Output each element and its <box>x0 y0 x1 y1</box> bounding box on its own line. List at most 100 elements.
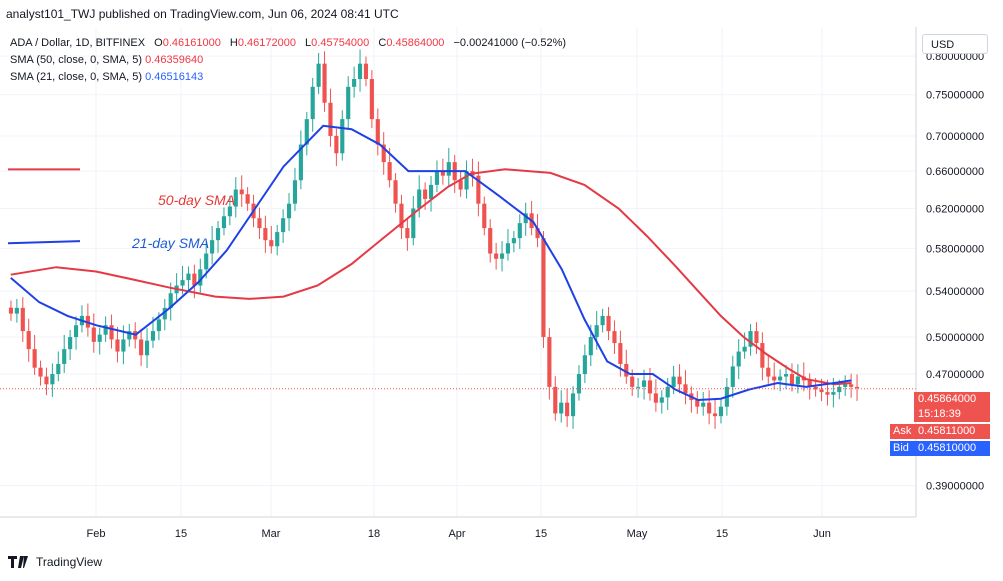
candle-body <box>772 376 777 381</box>
candle-body <box>582 355 587 375</box>
candle-body <box>789 374 795 385</box>
candle-body <box>156 319 161 332</box>
sma21-line <box>10 124 852 402</box>
candle-body <box>594 325 599 338</box>
candle-body <box>346 86 351 120</box>
brand-name: TradingView <box>36 555 103 569</box>
candle-body <box>505 243 511 254</box>
currency-selector[interactable]: USD <box>922 34 988 54</box>
candle-body <box>369 79 374 120</box>
open-value: 0.46161000 <box>162 37 221 49</box>
candle-body <box>849 384 854 387</box>
price-axis: 0.80000000 0.75000000 0.70000000 0.66000000… <box>915 27 984 517</box>
candle-body <box>565 402 570 417</box>
publish-line: analyst101_TWJ published on TradingView.… <box>6 7 399 21</box>
candle-body <box>275 232 280 247</box>
candle-body <box>38 367 43 377</box>
candle-body <box>588 337 593 356</box>
candle-body <box>204 253 209 270</box>
ohlc-low: L0.45754000 <box>305 37 370 49</box>
candle-body <box>20 307 25 332</box>
countdown-value: 15:18:39 <box>918 408 961 420</box>
ohlc-change: −0.00241000 (−0.52%) <box>453 37 567 49</box>
time-tick-label: 15 <box>175 528 187 540</box>
candle-body <box>381 144 386 163</box>
sma50-annotation: 50-day SMA <box>158 192 236 208</box>
candle-body <box>340 119 345 154</box>
candle-body <box>712 413 718 417</box>
candle-body <box>434 171 440 185</box>
candle-body <box>618 343 623 364</box>
sma21-stub <box>7 240 81 245</box>
candle-body <box>606 315 611 332</box>
time-tick-label: 18 <box>368 528 380 540</box>
ask-price-tag: 0.45811000 <box>914 424 990 439</box>
price-tick-label: 0.70000000 <box>926 131 984 143</box>
candle-body <box>624 363 629 377</box>
candle-body <box>210 240 215 254</box>
candle-body <box>239 189 244 195</box>
candle-body <box>186 273 191 281</box>
candle-body <box>263 228 268 241</box>
price-tick-label: 0.39000000 <box>926 481 984 493</box>
candle-body <box>446 162 451 176</box>
candle-body <box>742 346 747 352</box>
candle-body <box>68 337 73 350</box>
candle-body <box>730 366 735 387</box>
candle-body <box>754 331 759 344</box>
price-tick-label: 0.50000000 <box>926 332 984 344</box>
candles-group <box>8 49 860 429</box>
candle-body <box>854 386 860 389</box>
candle-body <box>718 406 724 417</box>
candle-body <box>736 351 741 367</box>
time-tick-label: Jun <box>813 528 831 540</box>
candle-body <box>322 63 327 103</box>
candle-body <box>150 331 156 341</box>
candle-body <box>553 386 558 414</box>
candle-body <box>328 102 333 136</box>
candle-body <box>541 238 546 338</box>
candle-body <box>458 180 463 190</box>
legend-sma50-row: SMA (50, close, 0, SMA, 5) 0.46359640 <box>10 52 566 69</box>
legend: ADA / Dollar, 1D, BITFINEX O0.46161000 H… <box>10 35 566 86</box>
sma50-line <box>10 168 852 386</box>
candle-body <box>62 349 67 364</box>
candle-body <box>56 363 61 375</box>
candle-body <box>612 331 617 344</box>
candle-body <box>570 393 576 417</box>
candle-body <box>281 218 286 233</box>
candle-body <box>641 380 647 387</box>
price-chart[interactable]: 0.80000000 0.75000000 0.70000000 0.66000000… <box>0 27 1003 547</box>
candle-body <box>352 79 357 87</box>
candle-body <box>103 325 108 335</box>
price-tick-label: 0.62000000 <box>926 203 984 215</box>
candle-body <box>813 386 818 390</box>
ohlc-open: O0.46161000 <box>154 37 221 49</box>
bid-price-tag: 0.45810000 <box>914 441 990 456</box>
candle-body <box>304 119 309 145</box>
candle-body <box>139 339 144 356</box>
candle-body <box>499 253 505 259</box>
time-tick-label: May <box>627 528 648 540</box>
candle-body <box>695 400 700 407</box>
candle-body <box>707 402 712 414</box>
grid-lines <box>0 27 916 517</box>
candle-body <box>73 325 79 338</box>
candle-body <box>511 238 516 244</box>
price-tick-label: 0.80000000 <box>926 51 984 63</box>
candle-body <box>233 189 238 207</box>
price-tick-label: 0.75000000 <box>926 90 984 102</box>
last-price-tag: 0.45864000 15:18:39 <box>914 392 990 422</box>
time-tick-label: 15 <box>716 528 728 540</box>
candle-body <box>795 376 800 385</box>
candle-body <box>393 180 398 204</box>
candle-body <box>517 223 522 239</box>
candle-body <box>428 184 434 199</box>
candle-body <box>298 144 303 181</box>
candle-body <box>476 175 481 204</box>
candle-body <box>180 280 185 286</box>
candle-body <box>144 340 150 356</box>
candle-body <box>269 240 274 247</box>
candle-body <box>819 389 824 393</box>
chart-area[interactable]: 0.80000000 0.75000000 0.70000000 0.66000000… <box>0 27 1003 547</box>
